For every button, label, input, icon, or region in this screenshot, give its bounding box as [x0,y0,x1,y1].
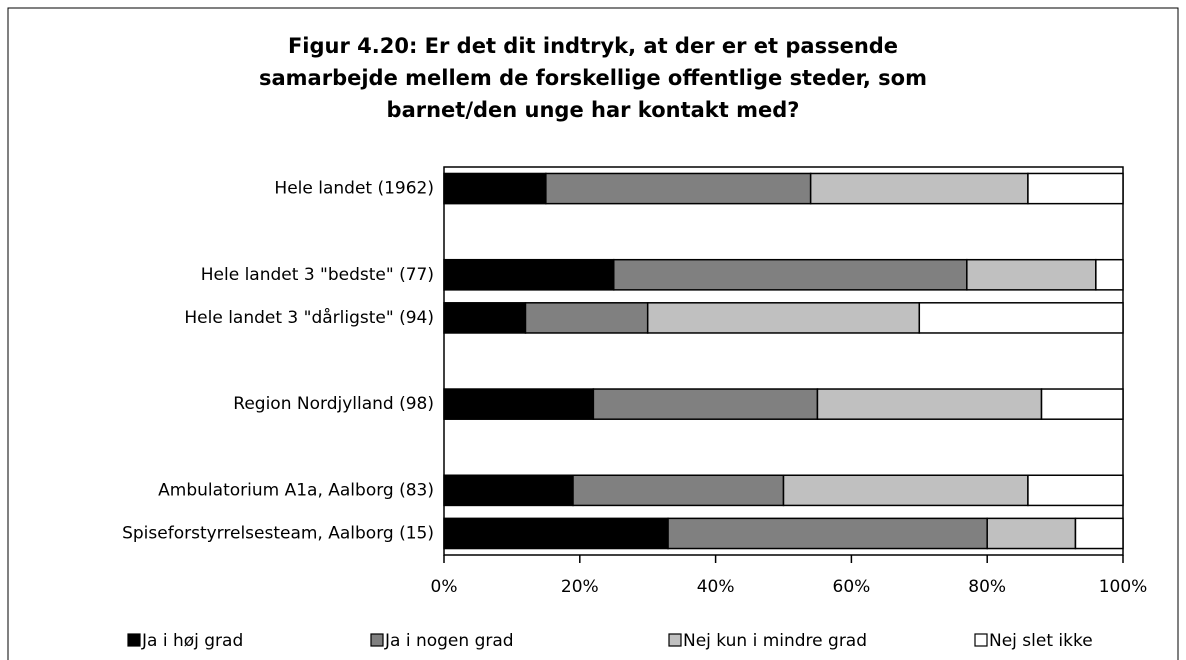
bar-segment [809,172,1029,205]
legend-swatch [370,633,384,647]
chart-frame [7,7,1179,660]
bar-segment [1027,172,1124,205]
chart-title: barnet/den unge har kontakt med? [387,98,800,122]
bar-segment [443,388,595,420]
chart-title: Figur 4.20: Er det dit indtryk, at der e… [288,34,898,58]
legend-label: Ja i høj grad [141,631,243,651]
bar-segment [443,172,547,205]
bar-segment [667,517,988,550]
legend-label: Nej slet ikke [989,631,1093,651]
bar-segment [613,258,968,291]
y-tick-label: Spiseforstyrrelsesteam, Aalborg (15) [122,523,434,543]
x-tick-label: 80% [968,577,1006,597]
y-tick-label: Ambulatorium A1a, Aalborg (83) [158,480,434,500]
x-tick-label: 100% [1099,577,1148,597]
x-tick-label: 0% [431,577,458,597]
x-tick-label: 20% [561,577,599,597]
legend-label: Ja i nogen grad [384,631,514,651]
y-tick-label: Hele landet 3 "dårligste" (94) [184,307,434,328]
bar-segment [782,474,1029,507]
legend-swatch [668,633,682,647]
bar-segment [1095,258,1124,291]
bar-segment [1027,474,1124,507]
bar-segment [816,388,1043,420]
bar-segment [443,474,574,507]
legend-swatch [974,633,988,647]
bar-segment [918,302,1124,334]
bar-segment [545,172,812,205]
bar-segment [646,302,921,334]
y-tick-label: Hele landet (1962) [274,179,434,199]
x-tick-label: 40% [697,577,735,597]
bar-segment [1074,517,1124,550]
y-tick-label: Region Nordjylland (98) [233,394,434,414]
plot-area [443,166,1124,556]
bar-segment [443,302,527,334]
bar-segment [986,517,1077,550]
bar-segment [524,302,649,334]
chart-title: samarbejde mellem de forskellige offentl… [259,66,927,90]
bar-segment [572,474,785,507]
bar-segment [592,388,819,420]
legend-label: Nej kun i mindre grad [683,631,867,651]
bar-segment [1040,388,1124,420]
x-tick-label: 60% [833,577,871,597]
y-tick-label: Hele landet 3 "bedste" (77) [201,265,434,285]
legend-swatch [127,633,141,647]
bar-segment [966,258,1097,291]
bar-segment [443,517,669,550]
bar-segment [443,258,615,291]
